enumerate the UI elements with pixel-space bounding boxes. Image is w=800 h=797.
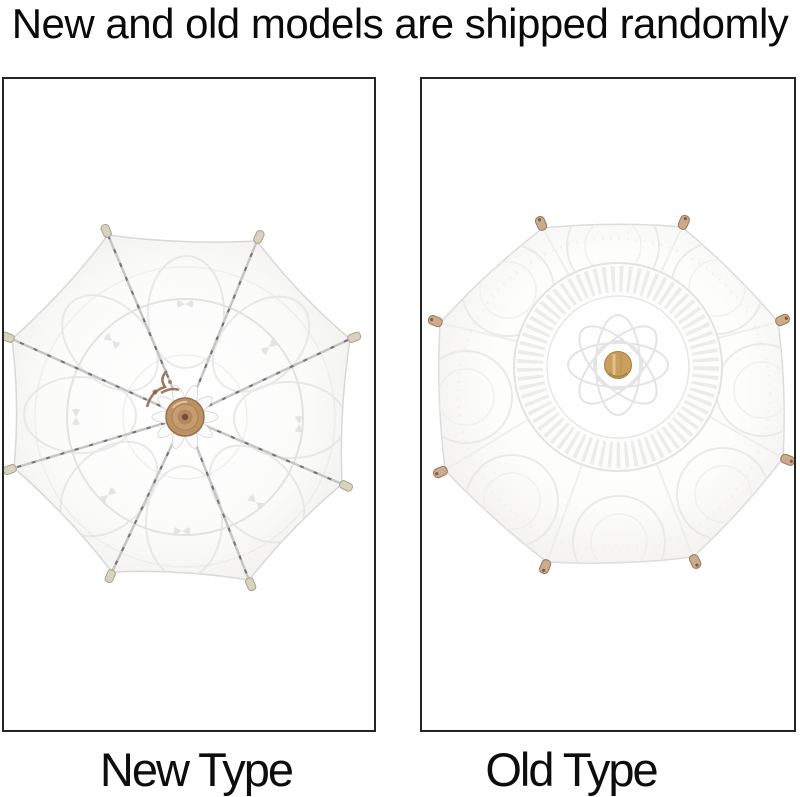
panel-old-type: [420, 77, 796, 732]
panel-new-type: [2, 77, 376, 732]
wood-finial-new: [145, 370, 219, 451]
label-new-type: New Type: [99, 743, 294, 796]
page-title: New and old models are shipped randomly: [11, 0, 789, 47]
label-old-type: Old Type: [485, 743, 658, 796]
umbrella-photo-new: [4, 223, 362, 592]
rib-tips: [4, 223, 362, 592]
wood-finial-old: [604, 351, 632, 379]
umbrella-photo-old: [427, 214, 794, 575]
rib-tips: [427, 214, 794, 575]
